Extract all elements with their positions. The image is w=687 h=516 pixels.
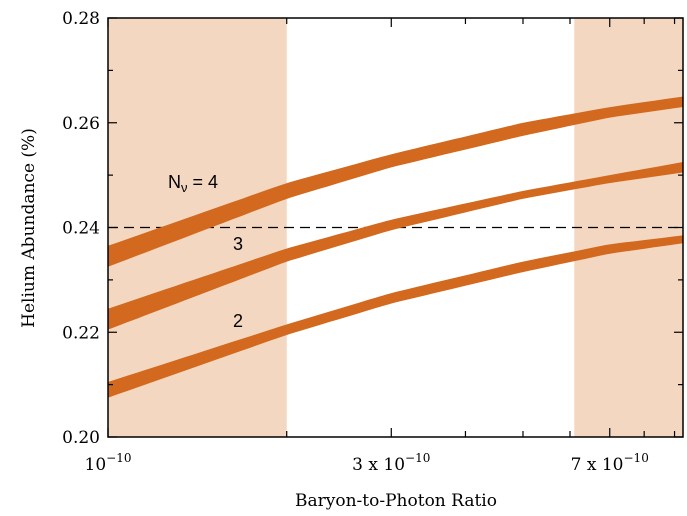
y-tick-label: 0.28 [62, 9, 100, 29]
y-tick-label: 0.24 [62, 219, 100, 239]
abundance-band-1 [108, 96, 683, 267]
y-axis-label: Helium Abundance (%) [19, 128, 39, 328]
curve-label-2: 3 [233, 234, 243, 254]
x-axis-label: Baryon-to-Photon Ratio [295, 491, 497, 511]
abundance-bands [108, 96, 683, 398]
x-tick-label: 3 x 10−10 [352, 451, 430, 475]
y-tick-label: 0.26 [62, 114, 100, 134]
y-tick-label: 0.22 [62, 323, 100, 343]
abundance-band-2 [108, 162, 683, 330]
curve-label-1: Nν = 4 [168, 172, 218, 195]
y-tick-label: 0.20 [62, 428, 100, 448]
x-tick-label: 10−10 [85, 451, 132, 475]
tick-labels: 0.20 0.22 0.24 0.26 0.28 10−10 3 x 10−10 7 x 10… [62, 9, 649, 475]
axis-ticks [107, 17, 683, 438]
x-tick-label: 7 x 10−10 [571, 451, 649, 475]
curve-label-3: 2 [233, 311, 243, 331]
curve-labels: Nν = 4 3 2 [168, 172, 243, 331]
